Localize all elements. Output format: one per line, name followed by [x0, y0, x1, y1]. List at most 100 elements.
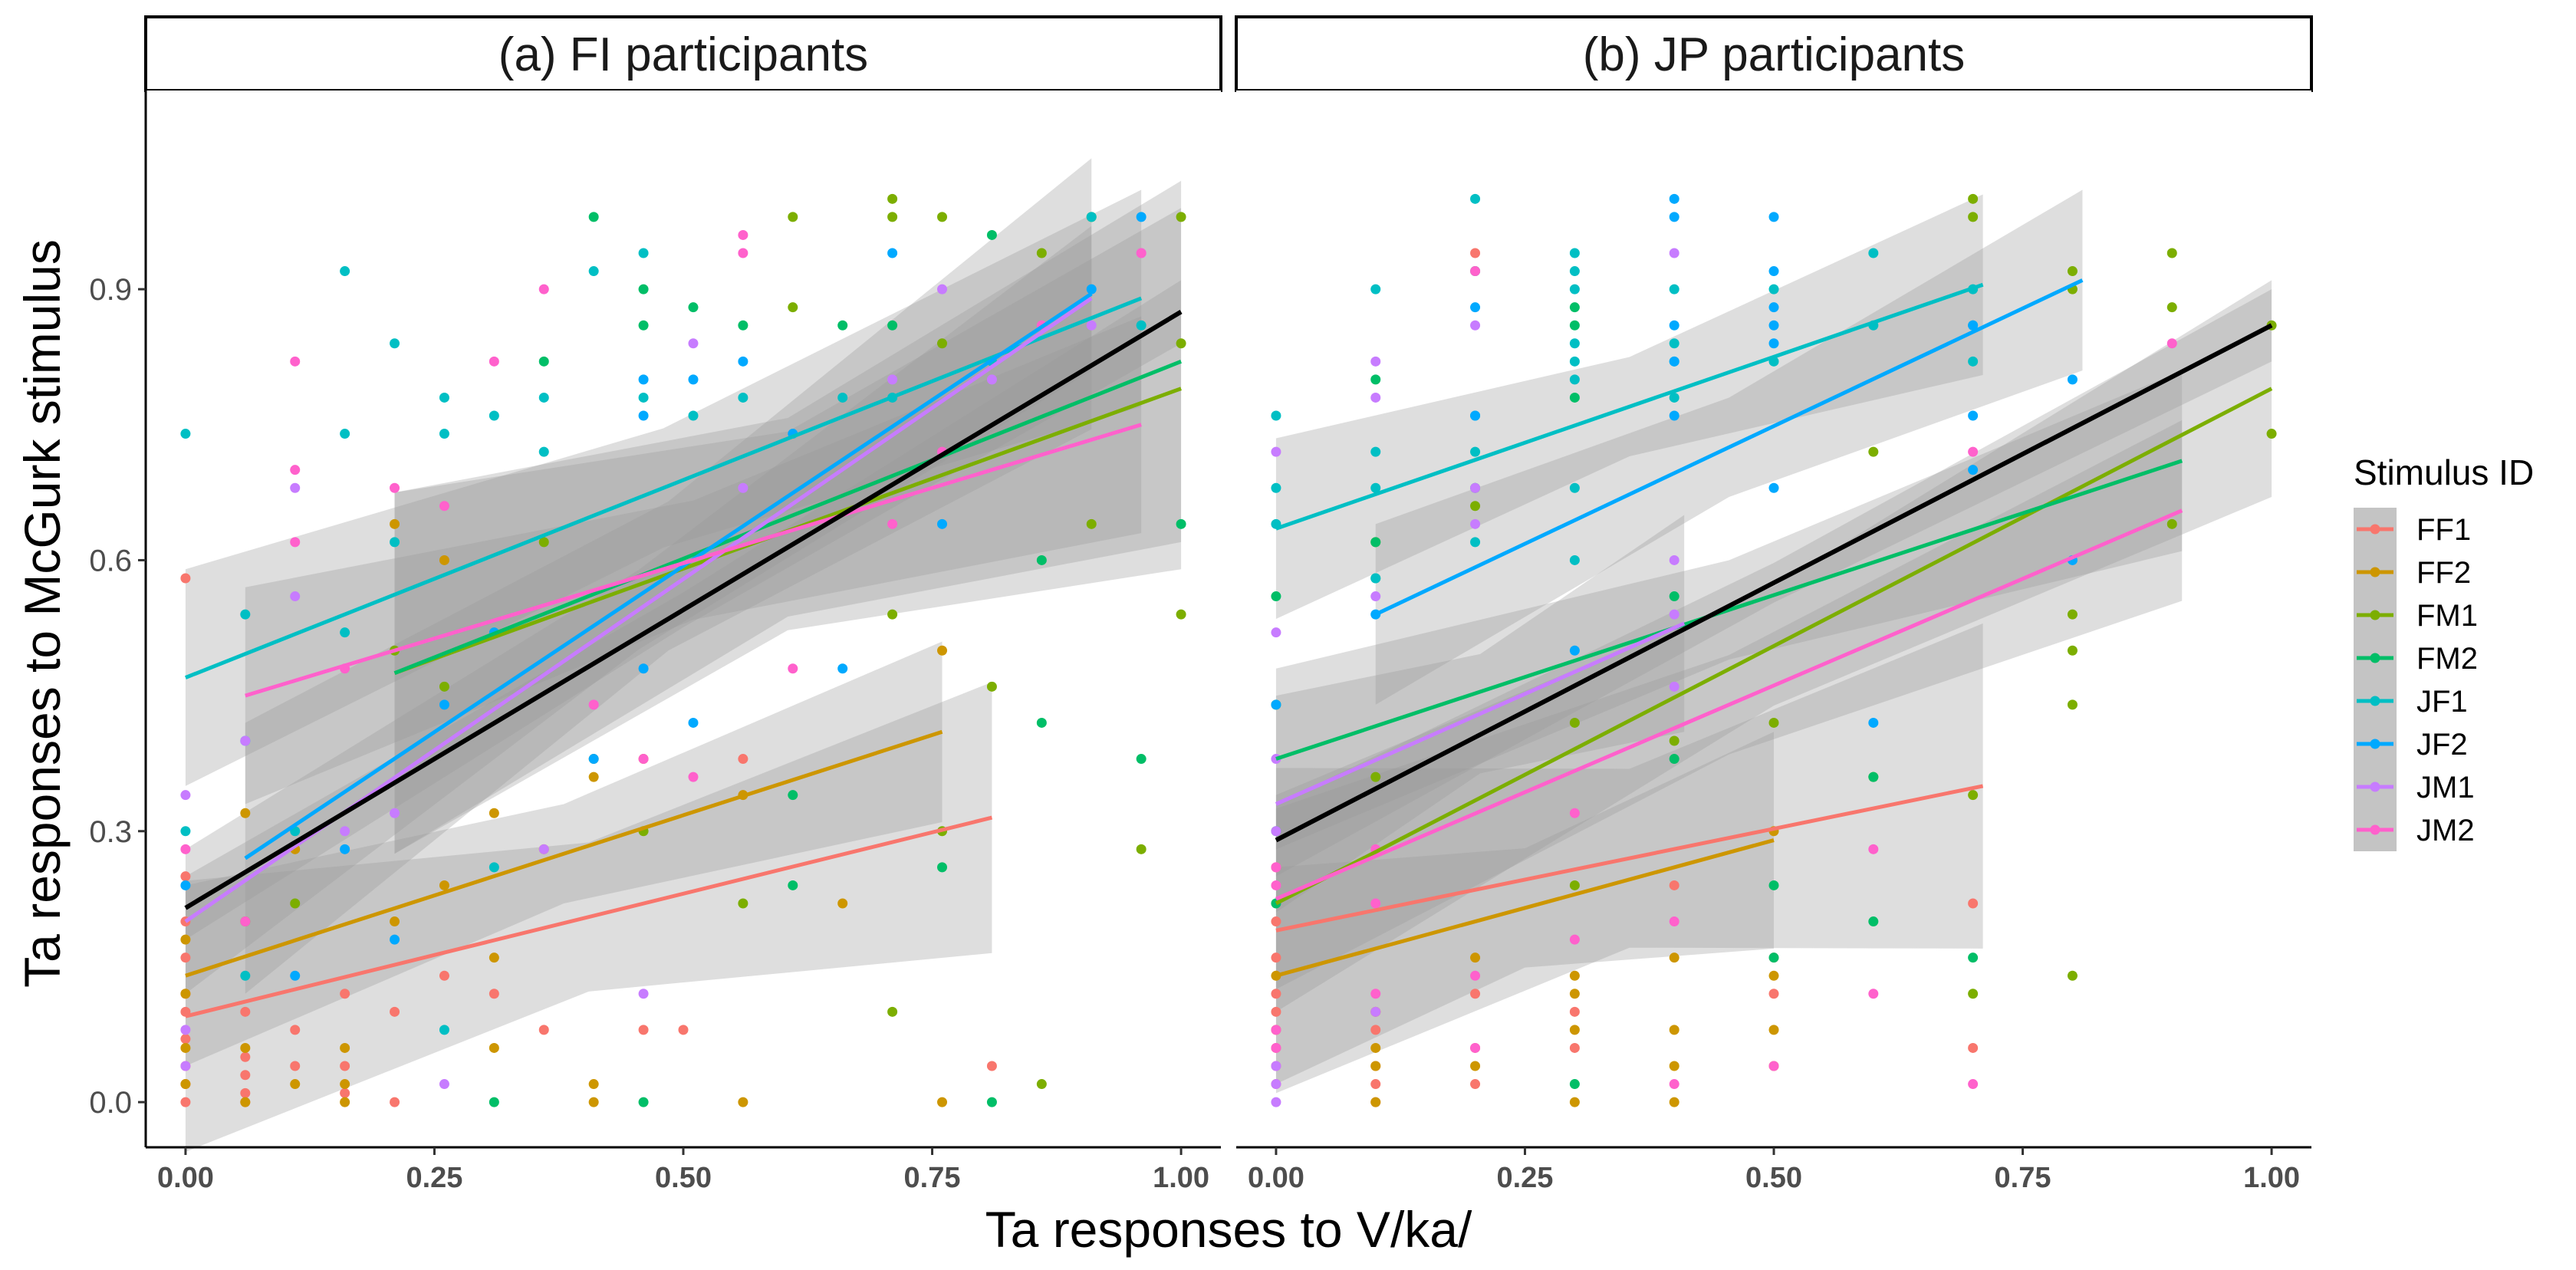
point-fm2 — [688, 302, 699, 313]
point-jm2 — [1968, 446, 1979, 457]
point-jf1 — [1669, 284, 1679, 294]
y-tick-label: 0.6 — [89, 544, 132, 577]
point-jf2 — [1768, 338, 1779, 349]
x-tick-label: 0.50 — [1745, 1162, 1802, 1194]
point-fm2 — [986, 1097, 997, 1107]
point-jf2 — [837, 663, 848, 674]
point-jm2 — [1136, 248, 1147, 258]
point-fm1 — [2266, 429, 2277, 439]
point-ff2 — [439, 880, 449, 890]
point-jf2 — [638, 374, 649, 385]
point-fm1 — [2166, 302, 2177, 313]
point-ff1 — [1370, 1025, 1381, 1035]
point-jm1 — [688, 338, 699, 349]
point-fm1 — [788, 212, 798, 222]
point-jf2 — [1768, 302, 1779, 313]
point-jm2 — [688, 772, 699, 782]
x-tick-label: 0.25 — [1496, 1162, 1553, 1194]
point-jm2 — [180, 844, 191, 854]
legend-title: Stimulus ID — [2354, 452, 2534, 492]
point-fm2 — [887, 320, 898, 331]
panel-a-strip — [144, 15, 1222, 92]
point-jf2 — [1968, 410, 1979, 421]
point-fm1 — [1176, 338, 1186, 349]
legend: Stimulus ID FF1 FF2 FM1 FM2 JF1 JF2 JM1 JM2 — [2354, 452, 2534, 851]
point-fm2 — [1768, 952, 1779, 963]
point-jf1 — [1271, 482, 1281, 493]
point-fm1 — [1036, 1079, 1047, 1090]
point-fm2 — [538, 356, 549, 367]
point-jf2 — [290, 970, 301, 981]
point-fm2 — [1271, 591, 1281, 602]
point-fm2 — [1768, 880, 1779, 890]
point-jf1 — [1569, 554, 1580, 565]
point-jf2 — [1768, 320, 1779, 331]
point-jf2 — [937, 518, 948, 529]
legend-key-point — [2370, 781, 2380, 792]
panel-b-plot: 0.00 0.25 0.50 0.75 1.00 — [1236, 90, 2311, 1194]
point-fm1 — [1470, 501, 1481, 512]
fit-line-overall — [184, 309, 1183, 910]
point-jm2 — [1470, 970, 1481, 981]
point-jm2 — [489, 356, 499, 367]
x-tick-label: 0.75 — [1995, 1162, 2051, 1194]
point-jm1 — [1370, 1006, 1381, 1017]
fit-line-jm2 — [245, 423, 1142, 698]
point-fm1 — [2067, 645, 2078, 656]
fit-line-jm2 — [1275, 508, 2183, 901]
point-jm2 — [1271, 862, 1281, 873]
point-jf2 — [1968, 320, 1979, 331]
y-tick-label: 0.0 — [89, 1086, 132, 1120]
point-jf1 — [439, 429, 449, 439]
x-tick-label: 0.25 — [406, 1162, 462, 1194]
point-jm1 — [1669, 248, 1679, 258]
point-jf2 — [1768, 212, 1779, 222]
point-jf1 — [638, 248, 649, 258]
fit-line-fm2 — [393, 360, 1182, 675]
point-jf1 — [180, 429, 191, 439]
point-jf2 — [887, 248, 898, 258]
point-ff1 — [1470, 248, 1481, 258]
point-jf2 — [340, 844, 350, 854]
point-fm1 — [2067, 266, 2078, 277]
x-tick-label: 0.50 — [655, 1162, 712, 1194]
point-jm2 — [1470, 1042, 1481, 1053]
point-fm2 — [1569, 392, 1580, 403]
point-jf1 — [1370, 482, 1381, 493]
point-jm2 — [1569, 808, 1580, 818]
point-jm2 — [1271, 880, 1281, 890]
point-jm2 — [240, 916, 251, 927]
point-jf1 — [1086, 212, 1097, 222]
point-jf1 — [538, 446, 549, 457]
point-fm1 — [1569, 880, 1580, 890]
fit-line-ff1 — [185, 815, 993, 1018]
point-jm2 — [290, 356, 301, 367]
point-ff2 — [340, 1079, 350, 1090]
point-jm2 — [290, 537, 301, 548]
point-jm1 — [1370, 356, 1381, 367]
point-ff2 — [837, 898, 848, 909]
point-ff1 — [439, 970, 449, 981]
point-jf1 — [489, 862, 499, 873]
point-ff2 — [340, 1042, 350, 1053]
point-fm1 — [738, 898, 748, 909]
point-ff1 — [1968, 1042, 1979, 1053]
point-fm2 — [1569, 320, 1580, 331]
point-ff1 — [340, 1061, 350, 1071]
point-fm2 — [837, 320, 848, 331]
point-jf2 — [1669, 193, 1679, 204]
point-fm2 — [588, 212, 599, 222]
point-jf1 — [1271, 410, 1281, 421]
point-fm1 — [1669, 735, 1679, 746]
point-ff2 — [588, 1097, 599, 1107]
fit-line-overall — [1275, 323, 2273, 843]
point-fm2 — [788, 880, 798, 890]
point-jf2 — [439, 699, 449, 710]
point-fm1 — [887, 212, 898, 222]
point-jf2 — [688, 374, 699, 385]
point-jm1 — [1470, 518, 1481, 529]
point-fm2 — [1370, 374, 1381, 385]
point-fm1 — [2166, 248, 2177, 258]
point-fm1 — [1968, 989, 1979, 999]
point-fm1 — [1868, 446, 1879, 457]
